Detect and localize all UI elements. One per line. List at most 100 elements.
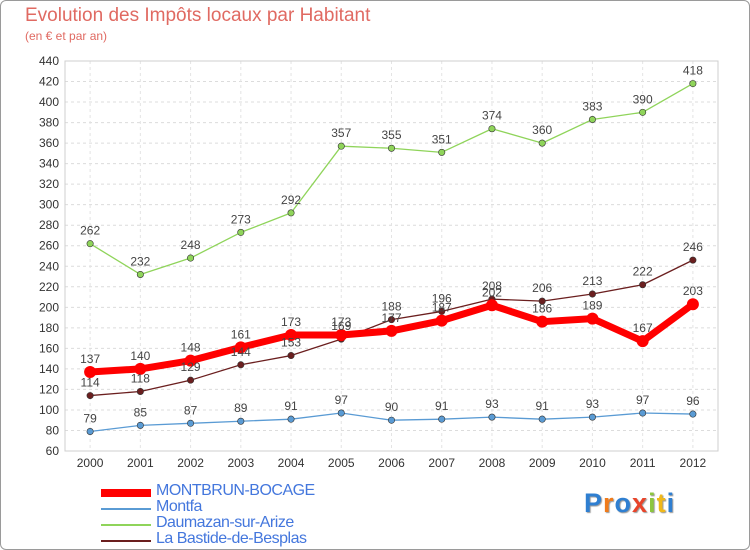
y-tick-label: 440 — [39, 54, 59, 68]
data-point — [488, 413, 496, 421]
x-tick-label: 2002 — [177, 456, 204, 470]
y-tick-label: 360 — [39, 136, 59, 150]
data-label: 148 — [181, 341, 201, 355]
data-label: 418 — [683, 64, 703, 78]
data-label: 167 — [633, 321, 653, 335]
data-label: 374 — [482, 109, 502, 123]
y-tick-label: 160 — [39, 341, 59, 355]
y-tick-label: 280 — [39, 218, 59, 232]
data-label: 91 — [435, 399, 449, 413]
data-label: 118 — [131, 371, 150, 385]
data-point — [337, 142, 345, 150]
y-tick-label: 120 — [39, 382, 59, 396]
data-point — [636, 335, 649, 348]
y-tick-label: 380 — [39, 116, 59, 130]
x-tick-label: 2012 — [680, 456, 707, 470]
data-point — [287, 352, 295, 360]
data-label: 246 — [683, 240, 703, 254]
y-tick-label: 240 — [39, 259, 59, 273]
data-point — [387, 416, 395, 424]
data-point — [84, 365, 97, 378]
data-label: 177 — [381, 311, 401, 325]
data-point — [234, 341, 247, 354]
data-label: 97 — [335, 393, 349, 407]
data-point — [184, 354, 197, 367]
data-label: 90 — [385, 400, 399, 414]
data-label: 360 — [532, 123, 552, 137]
data-label: 355 — [381, 128, 401, 142]
data-label: 97 — [636, 393, 650, 407]
x-tick-label: 2004 — [278, 456, 305, 470]
data-label: 173 — [281, 315, 301, 329]
legend-swatch — [101, 540, 151, 542]
data-point — [586, 312, 599, 325]
data-point — [536, 315, 549, 328]
y-tick-label: 340 — [39, 157, 59, 171]
y-tick-label: 140 — [39, 362, 59, 376]
data-point — [538, 297, 546, 305]
data-label: 187 — [432, 301, 452, 315]
data-point — [136, 421, 144, 429]
data-label: 89 — [234, 401, 248, 415]
data-point — [335, 329, 348, 342]
data-label: 189 — [582, 299, 602, 313]
data-label: 129 — [181, 360, 201, 374]
data-label: 161 — [231, 327, 251, 341]
data-point — [485, 299, 498, 312]
legend-label: MONTBRUN-BOCAGE — [156, 482, 315, 499]
data-point — [689, 80, 697, 88]
data-label: 202 — [482, 285, 502, 299]
data-point — [387, 316, 395, 324]
data-label: 248 — [181, 238, 201, 252]
logo-letter: i — [648, 488, 657, 518]
y-tick-label: 220 — [39, 280, 59, 294]
logo-letter: t — [656, 488, 667, 518]
legend-swatch — [101, 524, 151, 526]
logo-letter: r — [603, 488, 615, 518]
legend-label: La Bastide-de-Besplas — [156, 530, 307, 547]
data-point — [588, 116, 596, 124]
data-point — [187, 419, 195, 427]
y-tick-label: 320 — [39, 177, 59, 191]
data-label: 188 — [381, 300, 401, 314]
data-label: 114 — [81, 376, 100, 390]
legend-label: Daumazan-sur-Arize — [156, 514, 294, 531]
data-label: 351 — [432, 132, 452, 146]
data-label: 79 — [83, 412, 97, 426]
chart-title: Evolution des Impôts locaux par Habitant — [25, 5, 371, 26]
data-point — [639, 281, 647, 289]
data-label: 262 — [80, 224, 100, 238]
data-point — [86, 240, 94, 248]
data-label: 153 — [281, 336, 301, 350]
data-point — [639, 108, 647, 116]
data-label: 203 — [683, 284, 703, 298]
data-label: 140 — [130, 349, 150, 363]
data-point — [285, 329, 298, 342]
x-tick-label: 2005 — [328, 456, 355, 470]
x-tick-label: 2006 — [378, 456, 405, 470]
data-point — [237, 417, 245, 425]
data-label: 137 — [80, 352, 100, 366]
data-point — [387, 144, 395, 152]
data-label: 85 — [134, 405, 148, 419]
data-point — [237, 361, 245, 369]
data-point — [538, 139, 546, 147]
data-point — [686, 298, 699, 311]
data-label: 196 — [432, 291, 452, 305]
data-label: 91 — [536, 399, 550, 413]
data-label: 390 — [633, 92, 653, 106]
data-label: 232 — [130, 254, 150, 268]
data-point — [86, 392, 94, 400]
x-tick-label: 2001 — [127, 456, 154, 470]
data-label: 222 — [633, 265, 653, 279]
plot-border — [64, 60, 719, 452]
data-label: 206 — [532, 281, 552, 295]
data-point — [385, 324, 398, 337]
y-tick-label: 80 — [46, 423, 60, 437]
x-tick-label: 2009 — [529, 456, 556, 470]
logo-letter: P — [584, 488, 604, 518]
data-point — [136, 387, 144, 395]
x-tick-label: 2000 — [77, 456, 104, 470]
x-tick-label: 2003 — [227, 456, 254, 470]
